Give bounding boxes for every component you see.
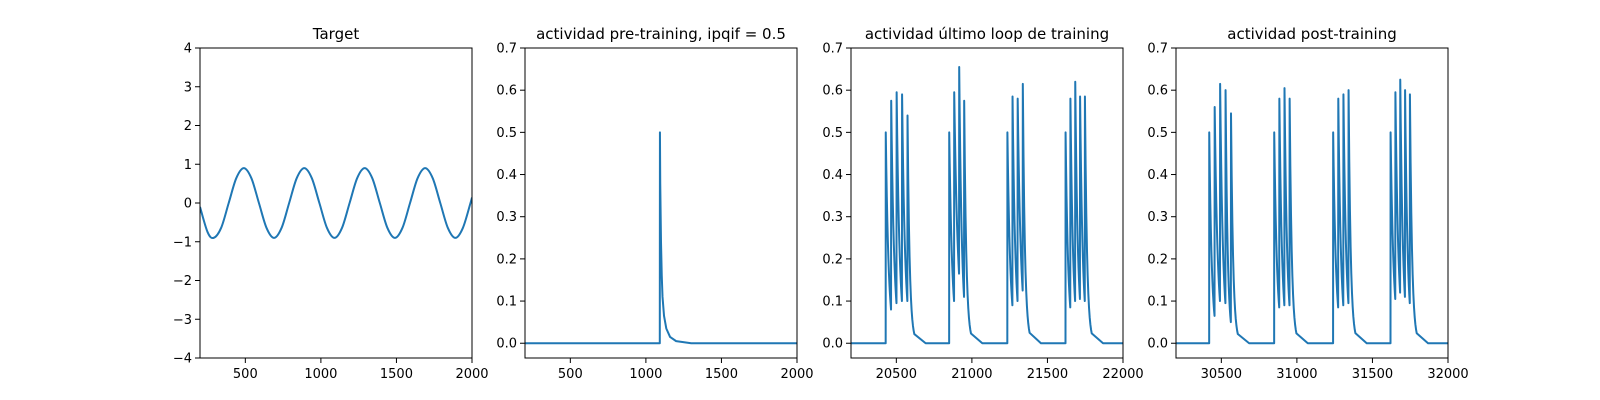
y-tick-label: 0.6	[1147, 84, 1168, 99]
panel-2: 500 1000 1500 2000 0.0 0.1 0.2 0.3 0.4 0.5 0.6 0.7 a…	[496, 25, 813, 382]
y-tick-label: −4	[173, 352, 192, 367]
y-tick-label: 0.7	[1147, 42, 1168, 57]
x-tick-label: 500	[558, 367, 583, 382]
x-tick-label: 1000	[304, 367, 337, 382]
series-line	[200, 167, 472, 240]
y-tick-label: 0.1	[822, 295, 843, 310]
y-tick-label: −3	[173, 313, 192, 328]
y-tick-label: 0.5	[1147, 126, 1168, 141]
y-tick-label: 0.2	[1147, 252, 1168, 267]
x-tick-label: 2000	[780, 367, 813, 382]
panel-1: 500 1000 1500 2000 −4 −3 −2 −1 0 1 2 3 4 Target	[173, 25, 489, 382]
y-tick-label: 0.7	[822, 42, 843, 57]
x-tick-label: 31000	[1276, 367, 1317, 382]
x-tick-label: 1500	[380, 367, 413, 382]
panel-title: actividad último loop de training	[865, 25, 1109, 43]
y-tick-label: 0.3	[1147, 210, 1168, 225]
y-tick-label: 0.4	[496, 168, 517, 183]
y-tick-label: 0.0	[1147, 337, 1168, 352]
panel-4: 30500 31000 31500 32000 0.0 0.1 0.2 0.3 0.4 0.5 0.…	[1147, 25, 1468, 382]
x-tick-label: 1000	[629, 367, 662, 382]
y-tick-label: 0.2	[822, 252, 843, 267]
y-tick-label: −1	[173, 235, 192, 250]
y-tick-label: 4	[184, 42, 192, 57]
axes-frame	[1175, 47, 1449, 359]
y-tick-label: 0.6	[496, 84, 517, 99]
panel-title: Target	[312, 25, 360, 43]
y-tick-label: 3	[184, 80, 192, 95]
y-tick-label: 0.0	[496, 337, 517, 352]
y-tick-label: −2	[173, 274, 192, 289]
x-tick-label: 20500	[876, 367, 917, 382]
axes-frame	[199, 47, 473, 359]
y-tick-label: 0.0	[822, 337, 843, 352]
x-tick-label: 21000	[951, 367, 992, 382]
x-tick-label: 1500	[705, 367, 738, 382]
x-tick-label: 22000	[1102, 367, 1143, 382]
y-tick-label: 0.3	[496, 210, 517, 225]
x-tick-label: 32000	[1427, 367, 1468, 382]
y-tick-label: 0.6	[822, 84, 843, 99]
y-tick-label: 0.2	[496, 252, 517, 267]
x-tick-label: 31500	[1352, 367, 1393, 382]
x-tick-label: 21500	[1027, 367, 1068, 382]
y-tick-label: 0.5	[496, 126, 517, 141]
axes-frame	[524, 47, 798, 359]
y-tick-label: 0.1	[1147, 295, 1168, 310]
y-tick-label: 0	[184, 197, 192, 212]
y-tick-label: 0.4	[1147, 168, 1168, 183]
y-tick-label: 2	[184, 119, 192, 134]
x-tick-label: 500	[233, 367, 258, 382]
series-line	[1176, 78, 1448, 345]
panel-3: 20500 21000 21500 22000 0.0 0.1 0.2 0.3 0.4 0.5 0.…	[822, 25, 1143, 382]
x-tick-label: 30500	[1201, 367, 1242, 382]
y-tick-label: 0.5	[822, 126, 843, 141]
y-tick-label: 1	[184, 158, 192, 173]
y-tick-label: 0.3	[822, 210, 843, 225]
panel-title: actividad pre-training, ipqif = 0.5	[536, 25, 786, 43]
series-line	[525, 131, 797, 345]
panel-title: actividad post-training	[1227, 25, 1396, 43]
axes-frame	[850, 47, 1124, 359]
series-line	[851, 65, 1123, 345]
y-tick-label: 0.4	[822, 168, 843, 183]
y-tick-label: 0.7	[496, 42, 517, 57]
y-tick-label: 0.1	[496, 295, 517, 310]
x-tick-label: 2000	[455, 367, 488, 382]
